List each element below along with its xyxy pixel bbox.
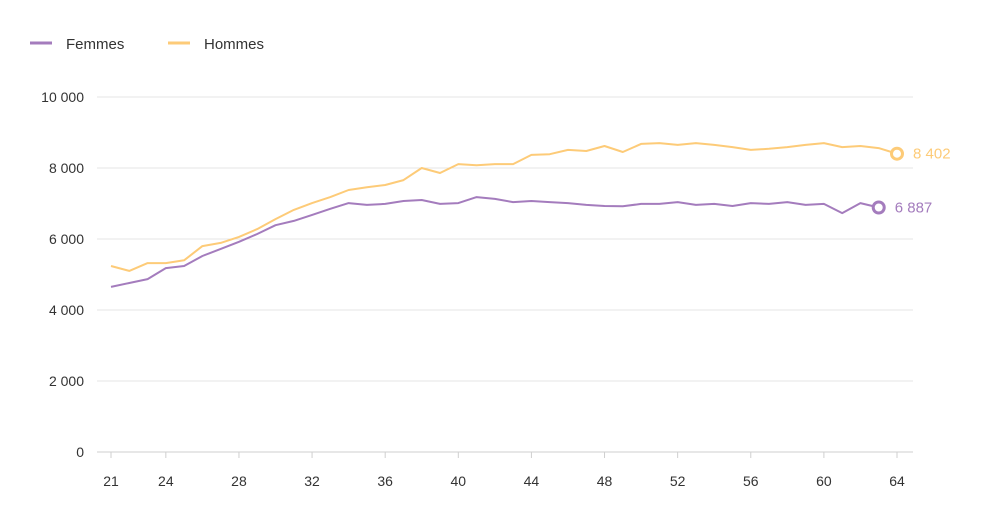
x-tick-label: 32: [304, 473, 320, 489]
x-tick-label: 64: [889, 473, 905, 489]
y-tick-label: 8 000: [49, 160, 84, 176]
legend: Femmes Hommes: [30, 36, 264, 53]
end-point-marker: [871, 200, 886, 215]
end-value-label: 6 887: [895, 200, 933, 217]
x-tick-label: 28: [231, 473, 247, 489]
x-tick-label: 36: [377, 473, 393, 489]
end-point-marker: [890, 146, 904, 161]
series-line-hommes: [110, 142, 898, 272]
x-tick-label: 44: [524, 473, 540, 489]
end-value-label: 8 402: [913, 146, 951, 163]
y-tick-label: 0: [76, 444, 84, 460]
gridlines: [97, 96, 913, 453]
x-tick-label: 24: [158, 473, 174, 489]
x-axis: 21 24 28 32 36 40 44 48 52 56 60 64: [103, 452, 905, 489]
y-tick-label: 10 000: [41, 89, 84, 105]
x-tick-label: 21: [103, 473, 119, 489]
y-tick-label: 2 000: [49, 373, 84, 389]
y-axis: 0 2 000 4 000 6 000 8 000 10 000: [41, 89, 84, 460]
legend-label: Hommes: [204, 36, 264, 53]
x-tick-label: 40: [451, 473, 467, 489]
legend-label: Femmes: [66, 36, 124, 53]
x-tick-label: 52: [670, 473, 686, 489]
x-tick-label: 56: [743, 473, 759, 489]
y-tick-label: 4 000: [49, 302, 84, 318]
series-line-femmes: [110, 196, 879, 288]
x-tick-label: 60: [816, 473, 832, 489]
y-tick-label: 6 000: [49, 231, 84, 247]
x-tick-label: 48: [597, 473, 613, 489]
series-lines: 6 887 8 402: [110, 142, 951, 288]
